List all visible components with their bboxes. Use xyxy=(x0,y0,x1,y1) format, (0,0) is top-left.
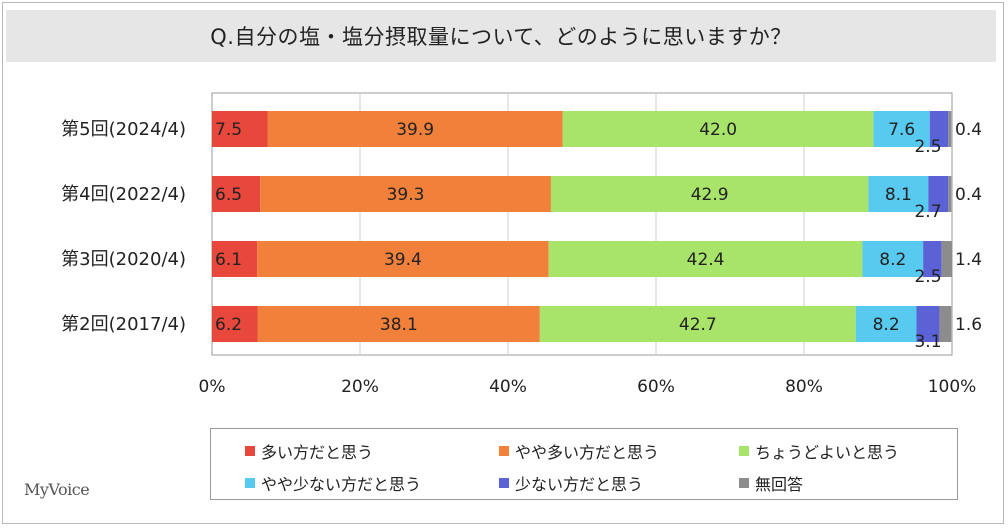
legend-swatch xyxy=(499,478,509,488)
bar-segment xyxy=(873,111,930,147)
bar-segment xyxy=(212,176,261,212)
data-label: 2.5 xyxy=(914,137,941,157)
bar-segment xyxy=(941,241,952,277)
bar-segment xyxy=(916,306,940,342)
category-label: 第5回(2024/4) xyxy=(61,119,186,140)
data-label: 42.4 xyxy=(687,250,725,270)
category-label: 第2回(2017/4) xyxy=(61,314,186,335)
bar-segment xyxy=(548,241,863,277)
data-label: 2.5 xyxy=(914,267,941,287)
data-label: 0.4 xyxy=(955,185,982,205)
bar-segment xyxy=(928,176,949,212)
data-label: 39.4 xyxy=(384,250,422,270)
data-label: 42.9 xyxy=(691,185,729,205)
bar-segment xyxy=(550,176,869,212)
bar-segment xyxy=(923,241,942,277)
legend-label: やや少ない方だと思う xyxy=(261,475,422,494)
legend-label: 多い方だと思う xyxy=(261,443,374,462)
data-label: 39.3 xyxy=(387,185,425,205)
bar-segment xyxy=(948,176,952,212)
bar-segment xyxy=(939,306,952,342)
data-label: 38.1 xyxy=(380,315,418,335)
bar-segment xyxy=(212,306,258,342)
legend-item: 無回答 xyxy=(739,471,803,495)
legend-swatch xyxy=(739,446,749,456)
bar-segment xyxy=(260,176,551,212)
bar-segment xyxy=(948,111,952,147)
data-label: 39.9 xyxy=(396,120,434,140)
legend-label: ちょうどよいと思う xyxy=(755,443,900,462)
plot-area xyxy=(211,92,953,356)
data-label: 1.4 xyxy=(955,250,982,270)
data-label: 42.0 xyxy=(699,120,737,140)
data-label: 3.1 xyxy=(914,332,941,352)
data-label: 8.2 xyxy=(879,250,906,270)
bar-segment xyxy=(929,111,949,147)
bar-segment xyxy=(539,306,856,342)
legend-swatch xyxy=(245,478,255,488)
legend-label: 少ない方だと思う xyxy=(515,475,644,494)
legend-swatch xyxy=(739,478,749,488)
bar-segment xyxy=(868,176,929,212)
x-tick-label: 20% xyxy=(341,377,379,397)
data-label: 8.1 xyxy=(885,185,912,205)
bar-segment xyxy=(212,241,258,277)
bar-segment xyxy=(862,241,924,277)
legend-item: 多い方だと思う xyxy=(245,439,373,463)
legend-label: 無回答 xyxy=(755,475,804,494)
x-tick-label: 0% xyxy=(199,377,226,397)
category-label: 第4回(2022/4) xyxy=(61,184,186,205)
title-bar: Q.自分の塩・塩分摂取量について、どのように思いますか？ xyxy=(6,10,996,62)
legend-item: 少ない方だと思う xyxy=(499,471,643,495)
legend-swatch xyxy=(499,446,509,456)
legend-item: ちょうどよいと思う xyxy=(739,439,899,463)
chart-title: Q.自分の塩・塩分摂取量について、どのように思いますか？ xyxy=(210,25,792,49)
legend-swatch xyxy=(245,446,255,456)
legend-item: やや多い方だと思う xyxy=(499,439,659,463)
bar-segment xyxy=(257,306,540,342)
data-label: 6.2 xyxy=(215,315,242,335)
data-label: 6.1 xyxy=(215,250,242,270)
x-tick-label: 100% xyxy=(928,377,977,397)
myvoice-logo: MyVoice xyxy=(24,480,90,499)
legend: 多い方だと思う やや多い方だと思う ちょうどよいと思うやや少ない方だと思う 少ない方だ… xyxy=(210,428,958,500)
legend-item: やや少ない方だと思う xyxy=(245,471,421,495)
bar-segment xyxy=(267,111,563,147)
data-label: 8.2 xyxy=(873,315,900,335)
data-label: 1.6 xyxy=(955,315,982,335)
data-label: 0.4 xyxy=(955,120,982,140)
data-label: 2.7 xyxy=(914,202,941,222)
x-tick-label: 60% xyxy=(637,377,675,397)
category-label: 第3回(2020/4) xyxy=(61,249,186,270)
bar-segment xyxy=(855,306,917,342)
bar-segment xyxy=(257,241,549,277)
x-tick-label: 40% xyxy=(489,377,527,397)
x-tick-label: 80% xyxy=(785,377,823,397)
bar-segment xyxy=(212,111,268,147)
data-label: 42.7 xyxy=(679,315,717,335)
data-label: 6.5 xyxy=(215,185,242,205)
data-label: 7.6 xyxy=(888,120,915,140)
bar-segment xyxy=(562,111,874,147)
data-label: 7.5 xyxy=(215,120,242,140)
legend-label: やや多い方だと思う xyxy=(515,443,660,462)
